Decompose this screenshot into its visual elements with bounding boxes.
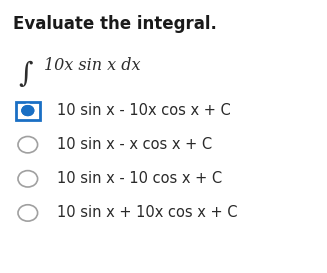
Text: ∫: ∫ xyxy=(18,61,32,88)
Text: 10 sin x - 10x cos x + C: 10 sin x - 10x cos x + C xyxy=(57,103,231,118)
Text: 10 sin x - 10 cos x + C: 10 sin x - 10 cos x + C xyxy=(57,171,222,186)
Circle shape xyxy=(22,106,34,115)
Text: 10 sin x + 10x cos x + C: 10 sin x + 10x cos x + C xyxy=(57,206,238,220)
Text: 10x sin x dx: 10x sin x dx xyxy=(44,57,141,74)
FancyBboxPatch shape xyxy=(16,102,40,120)
Text: Evaluate the integral.: Evaluate the integral. xyxy=(13,15,217,33)
Circle shape xyxy=(20,103,36,117)
Circle shape xyxy=(22,106,34,115)
Text: 10 sin x - x cos x + C: 10 sin x - x cos x + C xyxy=(57,137,212,152)
